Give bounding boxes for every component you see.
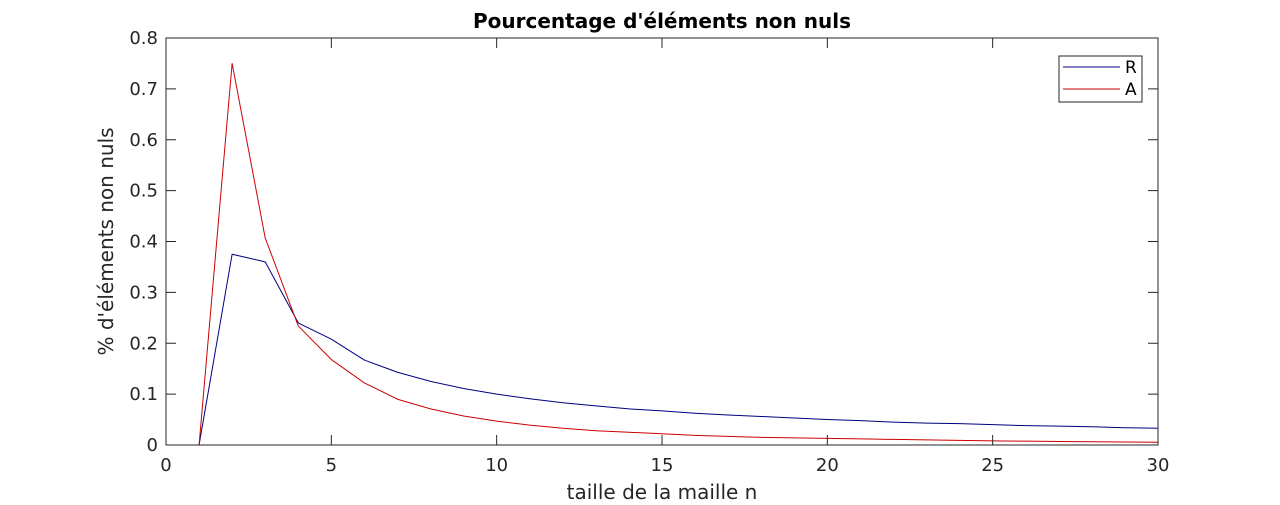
y-tick-label: 0.7: [129, 79, 158, 100]
y-tick-label: 0.1: [129, 384, 158, 405]
series-line-a: [198, 62, 1159, 446]
y-tick-label: 0.6: [129, 130, 158, 151]
x-axis-label: taille de la maille n: [567, 480, 758, 504]
chart-title: Pourcentage d'éléments non nuls: [473, 9, 851, 33]
legend: R A: [1058, 55, 1143, 103]
y-tick-label: 0.3: [129, 282, 158, 303]
x-tick-label: 0: [160, 455, 171, 476]
y-tick-label: 0.2: [129, 333, 158, 354]
legend-label-a: A: [1125, 80, 1137, 100]
x-tick-label: 5: [326, 455, 337, 476]
x-tick-label: 15: [651, 455, 674, 476]
ticks-layer: 0 5 10 15 20 25 30 0 0.1 0.2 0.3 0.4 0.5 0.6 0.7 0.8: [129, 28, 1169, 476]
series-line-r: [198, 253, 1159, 446]
x-tick-label: 10: [485, 455, 508, 476]
y-tick-label: 0.4: [129, 232, 158, 253]
x-tick-label: 25: [981, 455, 1004, 476]
legend-label-r: R: [1125, 58, 1137, 78]
series-layer: [198, 62, 1159, 446]
y-axis-label: % d'éléments non nuls: [94, 127, 118, 355]
legend-box: [1058, 55, 1143, 103]
plot-area: [166, 38, 1158, 445]
x-tick-label: 20: [816, 455, 839, 476]
y-tick-label: 0.8: [129, 28, 158, 49]
x-tick-label: 30: [1147, 455, 1170, 476]
y-tick-label: 0: [147, 435, 158, 456]
y-tick-label: 0.5: [129, 181, 158, 202]
